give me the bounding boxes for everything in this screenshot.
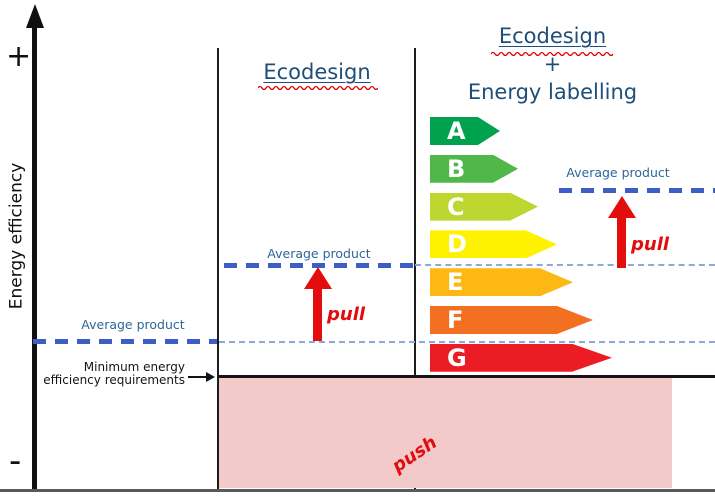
zone-divider-right [414, 48, 416, 490]
average-line-baseline [33, 339, 217, 344]
energy-class-letter: B [447, 154, 466, 183]
average-reference-dotted-low [219, 341, 715, 343]
energy-class-letter: A [447, 117, 466, 145]
spellcheck-squiggle-icon [491, 51, 613, 56]
pull-arrow-icon [304, 267, 332, 289]
y-axis-arrowhead-icon [26, 4, 44, 28]
energy-class-letter: C [447, 192, 465, 221]
average-reference-dotted-mid [415, 264, 715, 266]
minimum-requirement-line [219, 375, 715, 378]
energy-class-arrow-B: B [430, 154, 518, 183]
pointer-arrow-line [188, 376, 207, 378]
energy-class-letter: E [447, 268, 464, 297]
pull-arrow-shaft [313, 288, 322, 341]
energy-class-arrow-C: C [430, 192, 538, 221]
axis-minus-sign: - [9, 441, 22, 481]
ecodesign-labelling-zone-title: Ecodesign + Energy labelling [440, 22, 665, 106]
average-product-label-ecodesign: Average product [267, 246, 371, 261]
ecodesign-labelling-title-line3: Energy labelling [467, 80, 638, 104]
ecodesign-zone-title-text: Ecodesign [263, 60, 371, 84]
ecodesign-labelling-title-line1: Ecodesign [498, 24, 607, 48]
energy-class-arrow-F: F [430, 306, 593, 334]
below-minimum-region [219, 378, 672, 488]
energy-class-letter: D [447, 230, 467, 259]
pull-arrow-icon [608, 196, 636, 218]
pointer-arrowhead-icon [206, 372, 215, 382]
y-axis-line [32, 24, 37, 490]
energy-class-arrow-G: G [430, 343, 612, 372]
spellcheck-squiggle-icon [258, 85, 378, 90]
axis-plus-sign: + [6, 39, 32, 74]
minimum-requirements-label: Minimum energy efficiency requirements [28, 361, 185, 387]
x-axis-line [0, 489, 715, 492]
y-axis-label: Energy efficiency [6, 162, 27, 310]
average-product-label-labelling: Average product [566, 165, 670, 180]
energy-class-letter: G [447, 343, 467, 372]
minimum-requirements-label-line2: efficiency requirements [43, 373, 185, 387]
energy-class-arrow-A: A [430, 117, 500, 145]
average-line-ecodesign [224, 263, 414, 268]
ecodesign-zone-title: Ecodesign [237, 58, 397, 86]
energy-class-arrow-D: D [430, 230, 557, 259]
energy-class-letter: F [447, 306, 464, 334]
average-product-label-baseline: Average product [81, 317, 185, 332]
average-line-labelling [559, 188, 715, 193]
pull-label-labelling: pull [631, 234, 670, 255]
ecodesign-labelling-title-line2: + [543, 52, 562, 76]
pull-arrow-shaft [617, 217, 626, 268]
zone-divider-left [217, 48, 219, 490]
minimum-requirements-label-line1: Minimum energy [83, 360, 185, 374]
energy-class-arrow-E: E [430, 268, 573, 297]
pull-label-ecodesign: pull [327, 304, 366, 325]
